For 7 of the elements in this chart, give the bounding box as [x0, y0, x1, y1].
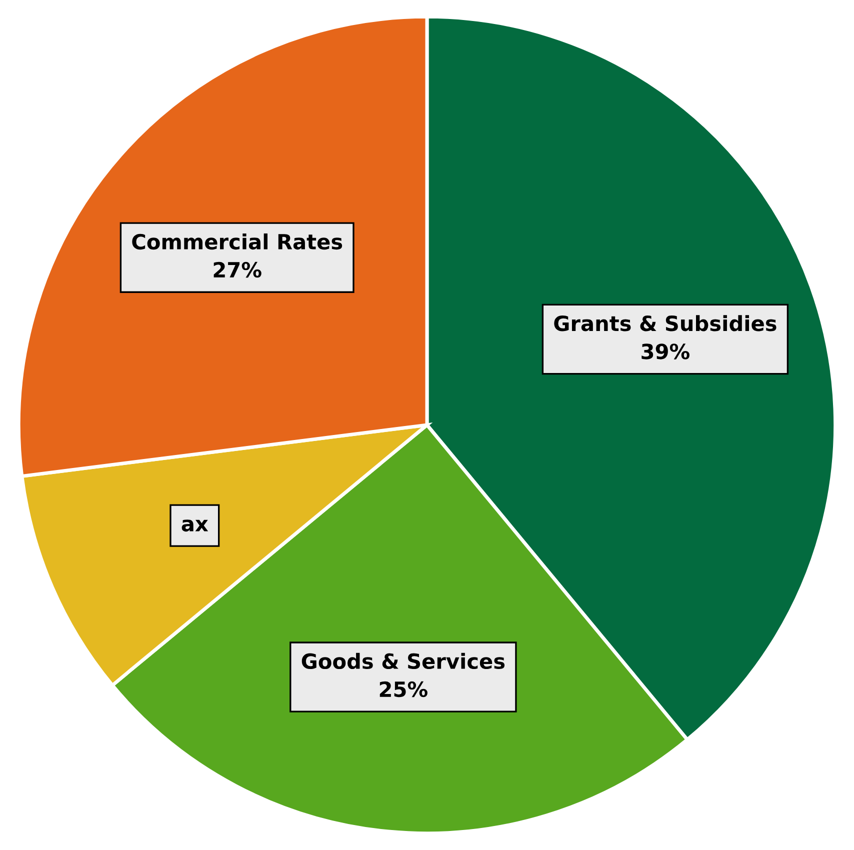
data-label: 39%	[642, 344, 690, 360]
slice-label: Goods & Services	[302, 652, 505, 670]
slice-label: ax	[182, 520, 208, 532]
slice-label: Grants & Subsidies	[554, 315, 776, 332]
slice-label: Commercial Rates	[132, 233, 342, 250]
data-label: 27%	[214, 262, 262, 278]
data-label: 25%	[380, 681, 428, 698]
